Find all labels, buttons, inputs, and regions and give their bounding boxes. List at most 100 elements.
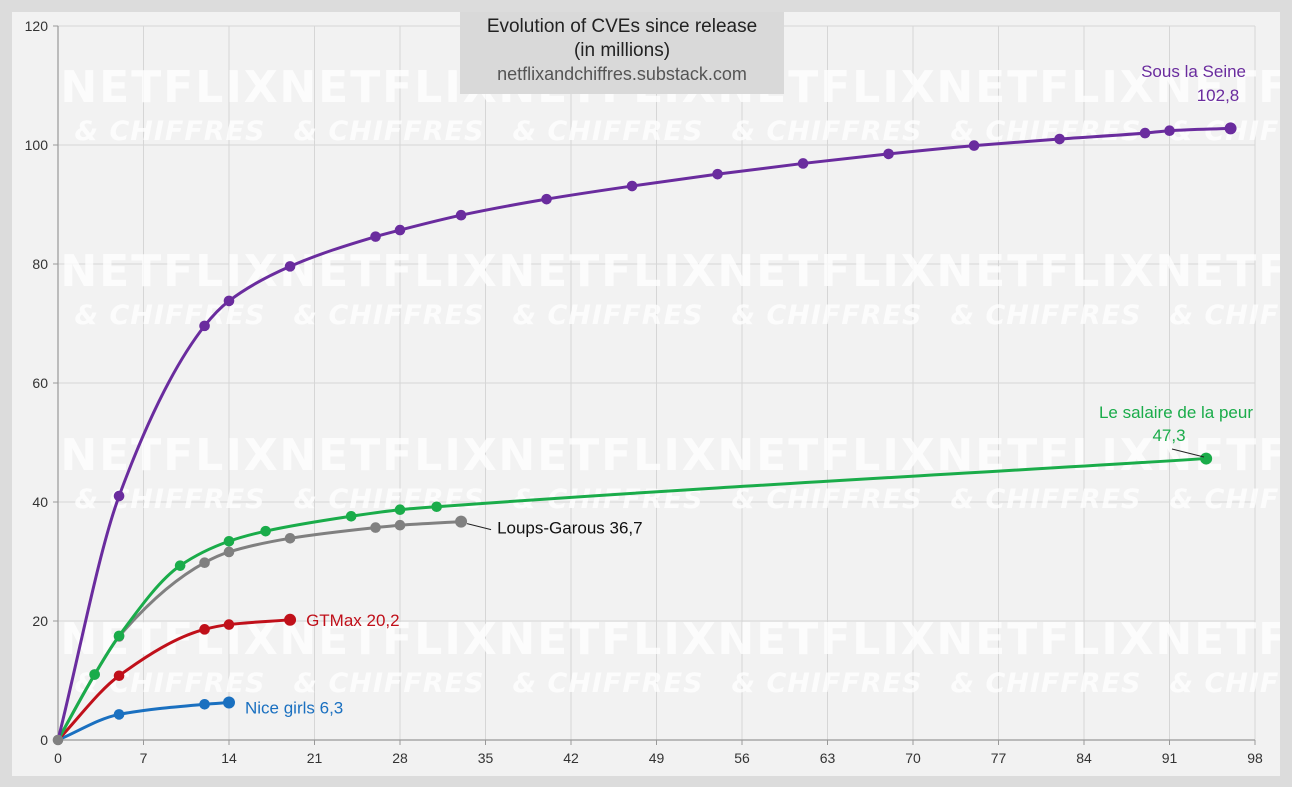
watermark-chiffres: & CHIFFRES — [75, 116, 266, 147]
title-background — [460, 12, 784, 94]
watermark-chiffres: & CHIFFRES — [75, 484, 266, 515]
watermark-chiffres: & CHIFFRES — [951, 668, 1142, 699]
value-label-sous-la-seine: 102,8 — [1197, 86, 1240, 105]
watermark-netflix: NETFLIX — [717, 246, 936, 297]
data-point-sous-la-seine — [1224, 122, 1237, 135]
watermark-netflix: NETFLIX — [1155, 246, 1280, 297]
data-point-sous-la-seine — [223, 295, 235, 307]
data-point-nice-girls — [199, 699, 210, 710]
label-loups-garous: Loups-Garous 36,7 — [497, 519, 643, 538]
watermark-chiffres: & CHIFFRES — [513, 116, 704, 147]
label-le-salaire-de-la-peur: Le salaire de la peur — [1099, 403, 1253, 422]
watermark-chiffres: & CHIFFRES — [513, 300, 704, 331]
y-tick-label: 0 — [40, 732, 48, 748]
data-point-sous-la-seine — [284, 261, 296, 272]
data-point-loups-garous — [223, 546, 235, 558]
data-point-le-salaire-de-la-peur — [113, 630, 125, 642]
watermark-netflix: NETFLIX — [936, 246, 1155, 297]
data-point-sous-la-seine — [199, 320, 210, 332]
x-tick-label: 42 — [563, 750, 579, 766]
watermark-netflix: NETFLIX — [498, 614, 717, 665]
data-point-gtmax — [223, 619, 235, 630]
title-box: Evolution of CVEs since release (in mill… — [460, 12, 784, 94]
watermark-chiffres: & CHIFFRES — [1170, 300, 1280, 331]
x-tick-label: 35 — [478, 750, 494, 766]
data-point-sous-la-seine — [1139, 127, 1151, 139]
data-point-sous-la-seine — [883, 148, 894, 160]
watermark-chiffres: & CHIFFRES — [951, 484, 1142, 515]
x-tick-label: 14 — [221, 750, 237, 766]
watermark-netflix: NETFLIX — [498, 246, 717, 297]
watermark-netflix: NETFLIX — [1155, 614, 1280, 665]
x-tick-label: 7 — [140, 750, 148, 766]
watermark-chiffres: & CHIFFRES — [294, 300, 485, 331]
series-line-gtmax — [56, 618, 291, 742]
label-sous-la-seine: Sous la Seine — [1141, 62, 1246, 81]
data-point-nice-girls — [113, 709, 125, 720]
data-point-origin — [52, 734, 64, 746]
x-tick-label: 98 — [1247, 750, 1263, 766]
data-point-le-salaire-de-la-peur — [394, 504, 406, 516]
data-point-sous-la-seine — [1054, 133, 1065, 145]
data-point-sous-la-seine — [394, 224, 406, 236]
watermark-netflix: NETFLIX — [279, 246, 498, 297]
data-point-sous-la-seine — [113, 490, 125, 502]
x-tick-label: 49 — [649, 750, 665, 766]
y-tick-label: 40 — [32, 494, 48, 510]
label-nice-girls: Nice girls 6,3 — [245, 699, 343, 718]
data-point-loups-garous — [370, 522, 381, 533]
x-tick-label: 84 — [1076, 750, 1092, 766]
label-gtmax: GTMax 20,2 — [306, 611, 400, 630]
watermark-netflix: NETFLIX — [498, 430, 717, 481]
watermark-chiffres: & CHIFFRES — [1170, 484, 1280, 515]
watermark-chiffres: & CHIFFRES — [732, 484, 923, 515]
data-point-loups-garous — [284, 532, 296, 544]
y-tick-label: 20 — [32, 613, 48, 629]
watermark-chiffres: & CHIFFRES — [732, 116, 923, 147]
watermark-chiffres: & CHIFFRES — [1170, 116, 1280, 147]
data-point-sous-la-seine — [712, 168, 723, 180]
data-point-sous-la-seine — [370, 231, 381, 242]
watermark-netflix: NETFLIX — [60, 430, 279, 481]
watermark-chiffres: & CHIFFRES — [294, 116, 485, 147]
series-layer — [52, 122, 1237, 746]
data-point-sous-la-seine — [968, 140, 980, 151]
data-point-le-salaire-de-la-peur — [345, 510, 357, 522]
x-tick-label: 0 — [54, 750, 62, 766]
watermark-netflix: NETFLIX — [279, 430, 498, 481]
data-point-le-salaire-de-la-peur — [431, 501, 442, 513]
watermark-netflix: NETFLIX — [936, 62, 1155, 113]
x-tick-label: 70 — [905, 750, 921, 766]
chart-subtitle: (in millions) — [574, 40, 670, 61]
data-point-gtmax — [284, 613, 297, 626]
data-point-sous-la-seine — [626, 180, 638, 192]
axes-layer: 0 20 40 60 80 100 120 0 7 14 21 28 35 42 49 56 63 70 77 84 9… — [25, 18, 1263, 766]
leader-loups-garous — [466, 523, 492, 531]
x-tick-label: 56 — [734, 750, 750, 766]
data-point-sous-la-seine — [797, 158, 809, 169]
data-point-loups-garous — [455, 515, 468, 528]
watermark-chiffres: & CHIFFRES — [951, 116, 1142, 147]
x-tick-label: 28 — [392, 750, 408, 766]
value-label-le-salaire-de-la-peur: 47,3 — [1152, 426, 1185, 445]
chart-source: netflixandchiffres.substack.com — [497, 64, 747, 84]
data-point-loups-garous — [199, 557, 210, 568]
data-point-sous-la-seine — [1164, 125, 1175, 137]
leader-le-salaire-de-la-peur — [1171, 448, 1205, 458]
data-point-gtmax — [199, 624, 210, 635]
y-tick-label: 100 — [25, 137, 49, 153]
y-tick-label: 120 — [25, 18, 49, 34]
watermark-netflix: NETFLIX — [279, 614, 498, 665]
watermark-netflix: NETFLIX — [936, 614, 1155, 665]
watermark-netflix: NETFLIX — [717, 614, 936, 665]
data-point-le-salaire-de-la-peur — [174, 560, 186, 571]
watermark-netflix: NETFLIX — [1155, 62, 1280, 113]
watermark-chiffres: & CHIFFRES — [294, 668, 485, 699]
watermark-chiffres: & CHIFFRES — [513, 668, 704, 699]
watermark-chiffres: & CHIFFRES — [951, 300, 1142, 331]
data-point-gtmax — [113, 670, 125, 682]
data-point-le-salaire-de-la-peur — [260, 525, 271, 537]
